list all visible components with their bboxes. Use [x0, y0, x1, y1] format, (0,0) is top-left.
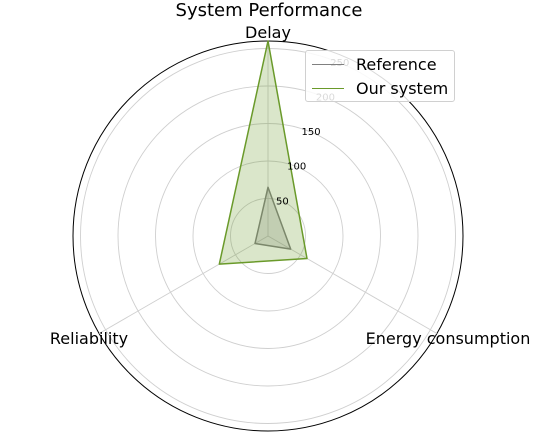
legend-swatch-reference	[312, 64, 344, 65]
axis-label: Energy consumption	[366, 329, 531, 348]
axis-label: Reliability	[50, 329, 128, 348]
axis-label: Delay	[245, 23, 291, 42]
series-fill	[219, 41, 307, 264]
legend-item-reference: Reference	[312, 53, 437, 75]
legend-swatch-our-system	[312, 88, 344, 89]
legend-item-our-system: Our system	[312, 77, 448, 99]
radial-tick-label: 100	[287, 162, 306, 173]
chart-title: System Performance	[176, 0, 363, 21]
legend-label: Our system	[356, 79, 448, 98]
series-polygons	[219, 41, 307, 264]
legend-label: Reference	[356, 55, 437, 74]
radial-tick-label: 150	[302, 127, 321, 138]
radial-tick-label: 50	[276, 196, 289, 207]
legend: Reference Our system	[305, 50, 455, 102]
